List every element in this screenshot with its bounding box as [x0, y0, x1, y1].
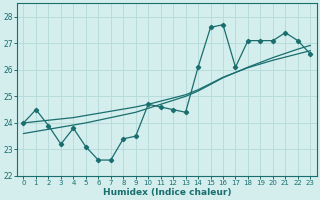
X-axis label: Humidex (Indice chaleur): Humidex (Indice chaleur)	[103, 188, 231, 197]
